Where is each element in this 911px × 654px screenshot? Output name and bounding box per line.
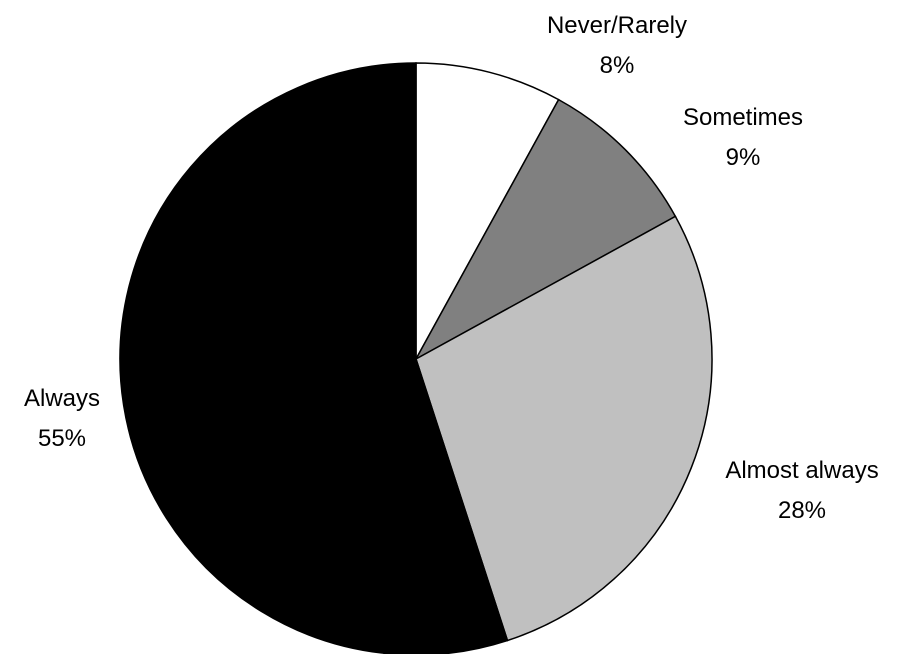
value-sometimes: 9% <box>726 144 761 171</box>
value-never-rarely: 8% <box>600 52 635 79</box>
label-never-rarely: Never/Rarely <box>547 12 687 39</box>
pie-slice-sometimes <box>414 98 677 361</box>
pie-slice-always <box>119 62 509 654</box>
pie-slices <box>119 62 713 654</box>
pie-slice-never-rarely <box>415 62 560 360</box>
label-sometimes: Sometimes <box>683 104 803 131</box>
pie-slice-almost-always <box>415 215 713 642</box>
pie-labels: Never/Rarely 8% Sometimes 9% Almost alwa… <box>24 12 879 524</box>
value-always: 55% <box>38 425 86 452</box>
label-always: Always <box>24 385 100 412</box>
value-almost-always: 28% <box>778 497 826 524</box>
label-almost-always: Almost always <box>725 457 878 484</box>
